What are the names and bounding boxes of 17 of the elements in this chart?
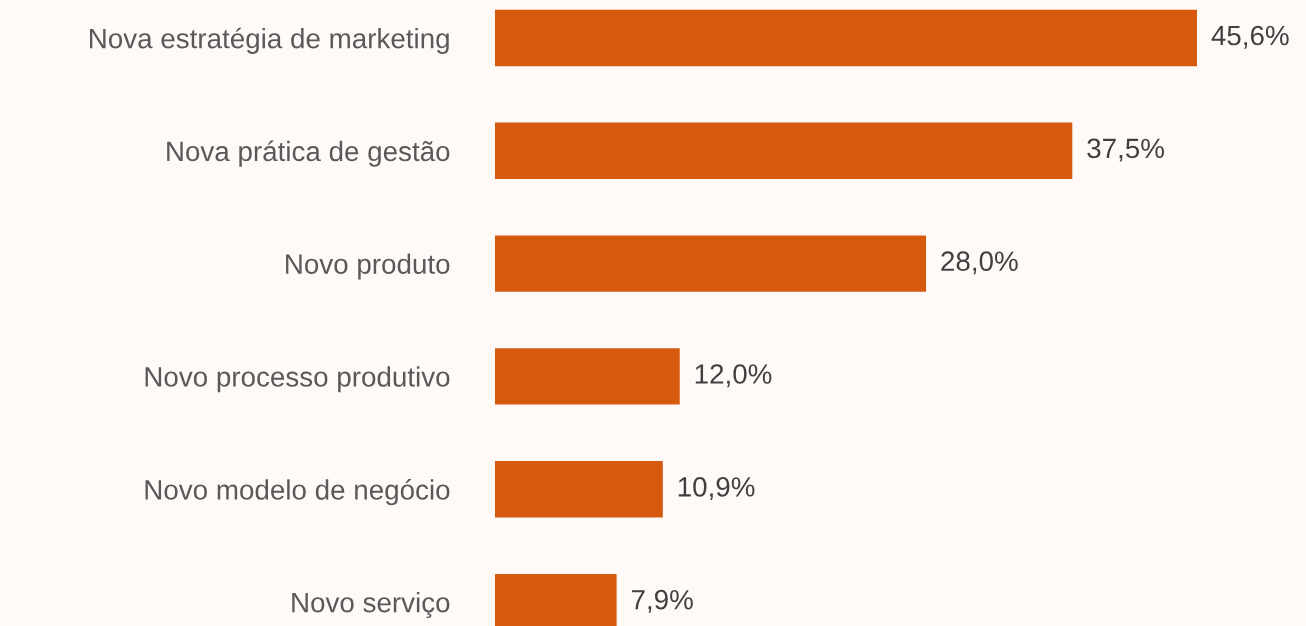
data-label: 37,5% [1087,138,1164,162]
data-label: 12,0% [695,364,772,388]
y-tick-label: Novo produto [286,253,450,280]
data-label: 10,9% [678,477,755,500]
y-tick-label: Novo processo produtivo [145,366,450,393]
y-tick-label: Novo modelo de negócio [145,479,450,506]
bar [495,9,1197,67]
y-tick-label: Nova prática de gestão [167,140,450,167]
bar [495,461,663,518]
bar [495,348,680,405]
data-label: 7,9% [631,589,693,613]
y-tick-label: Nova estratégia de marketing [90,27,449,54]
bar [495,235,927,292]
bar [495,122,1073,179]
data-label: 28,0% [941,251,1018,275]
data-label: 45,6% [1211,25,1289,49]
y-tick-label: Novo serviço [292,592,450,619]
